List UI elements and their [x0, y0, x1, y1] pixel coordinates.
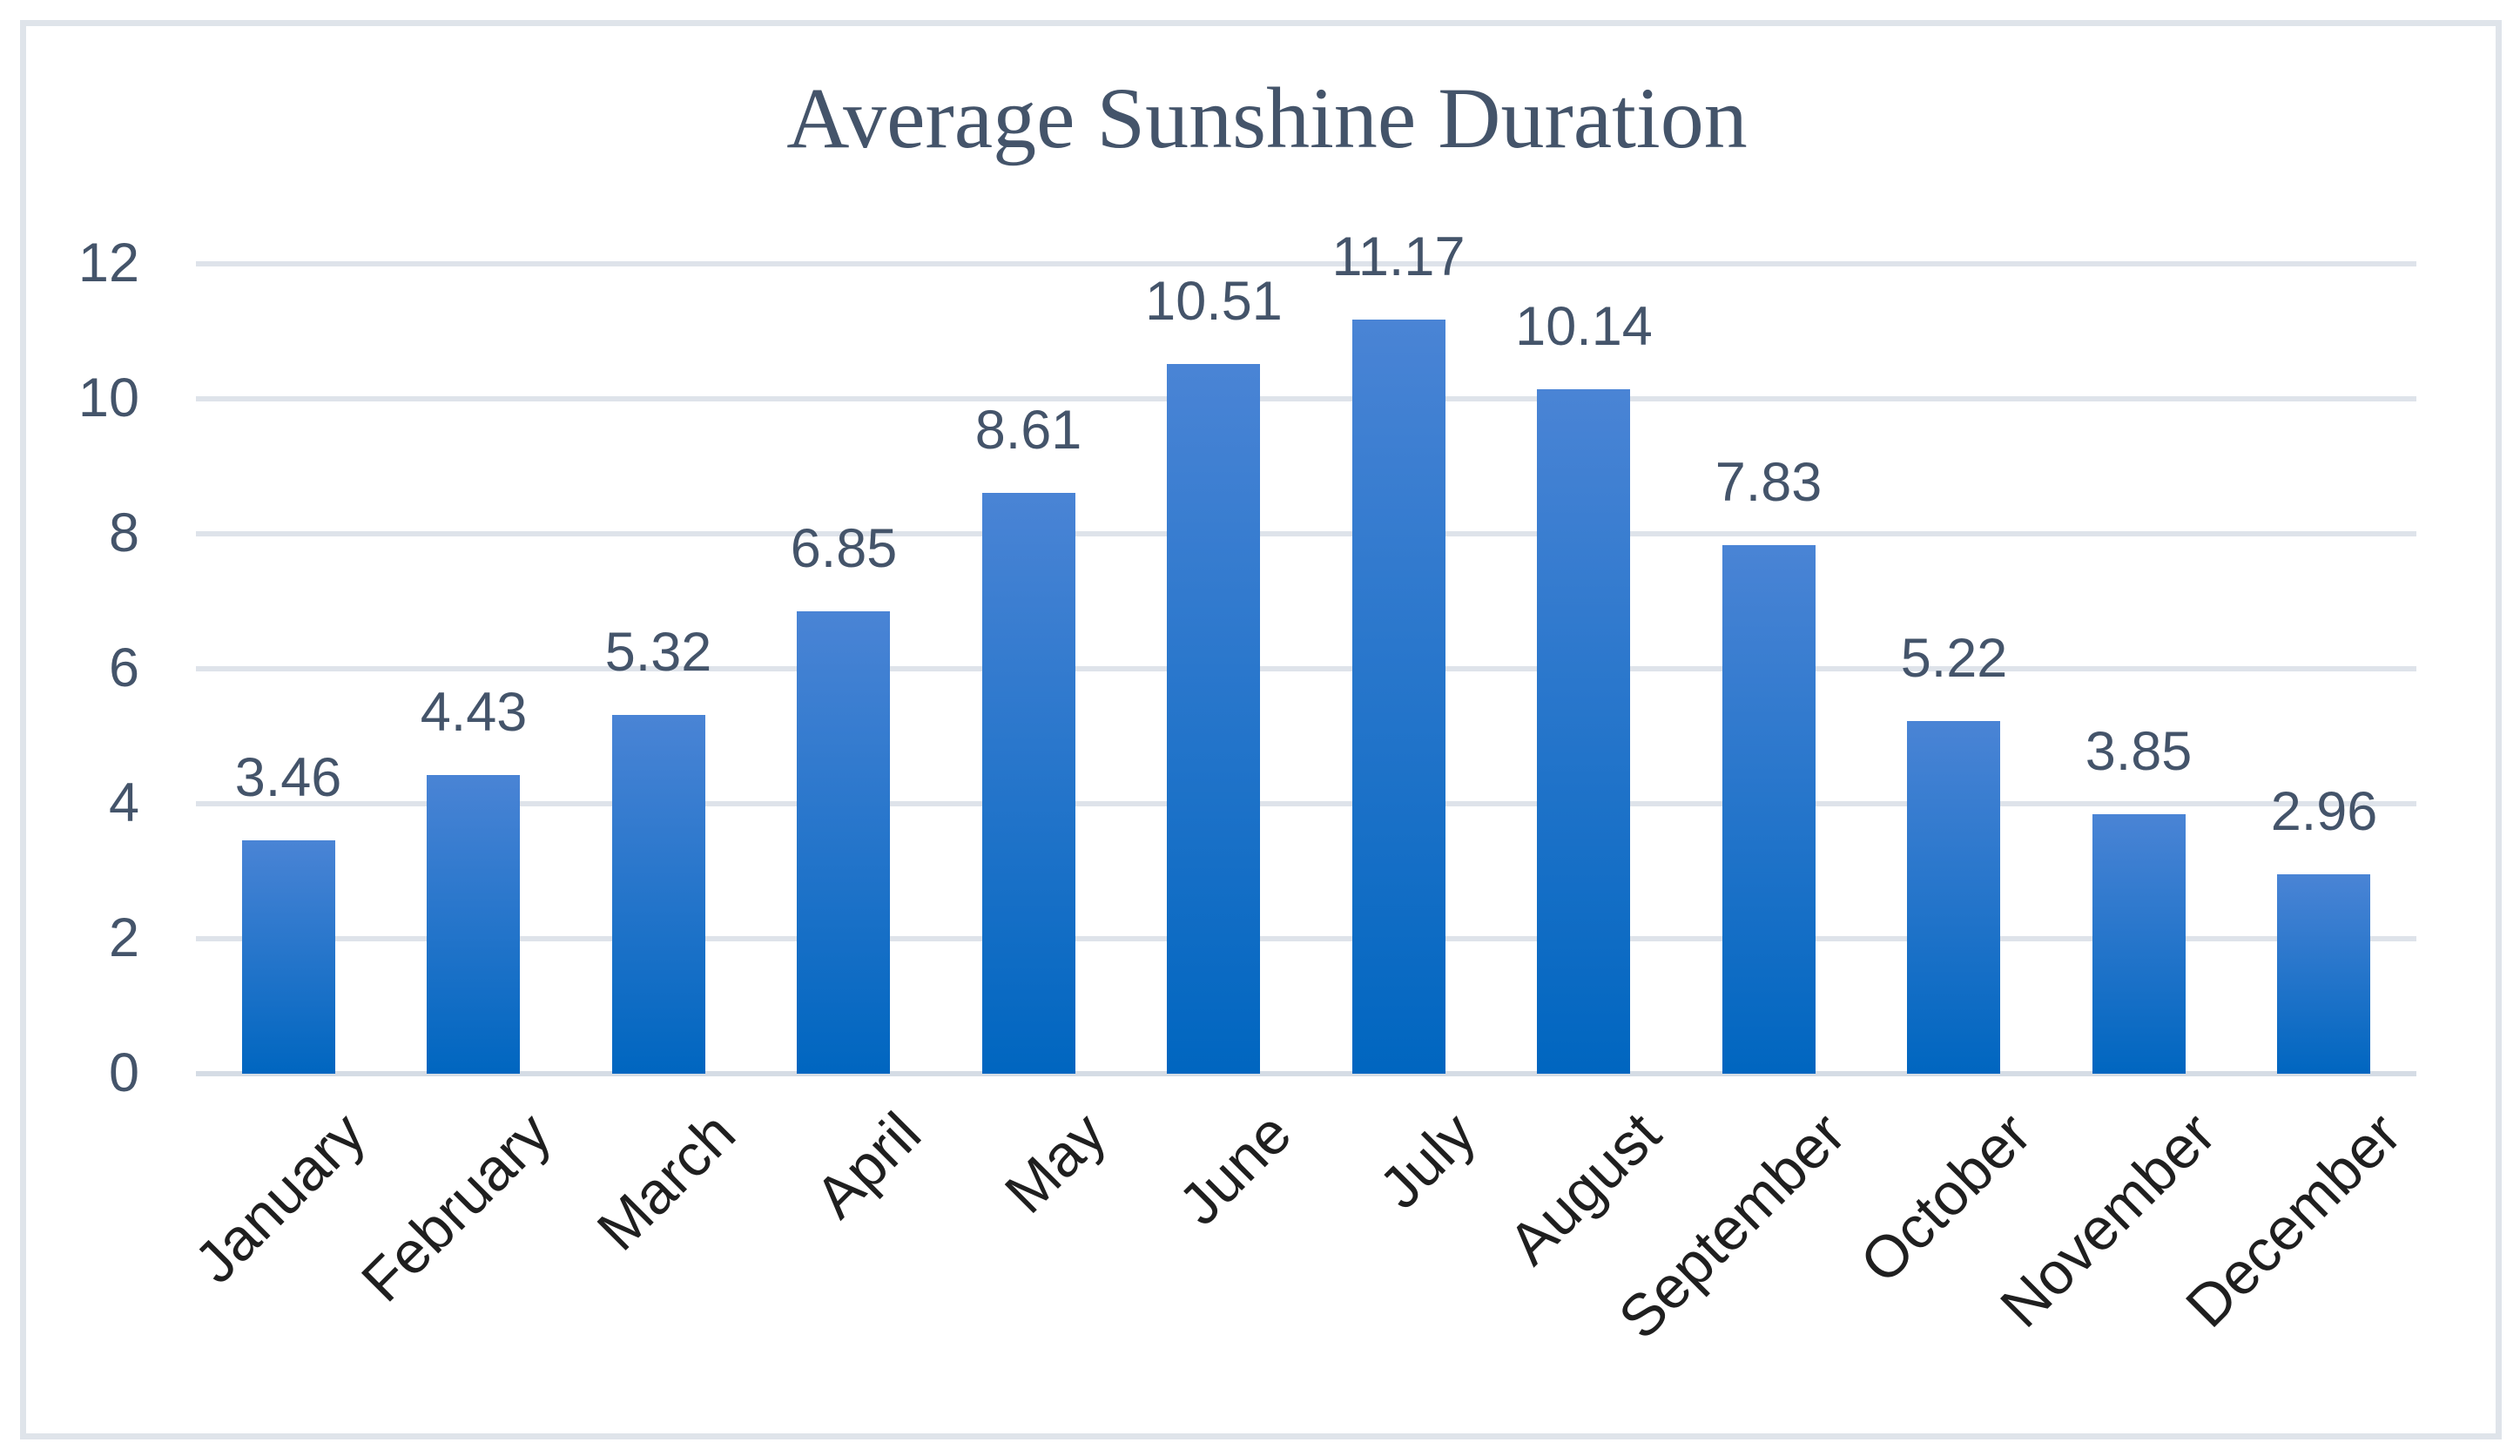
- y-axis-tick-label: 6: [108, 637, 139, 698]
- bar-september: [1722, 545, 1816, 1074]
- y-axis-tick-label: 10: [77, 367, 139, 428]
- bar-value-label-may: 8.61: [974, 400, 1082, 461]
- y-axis-tick-label: 4: [108, 772, 139, 833]
- bar-december: [2277, 874, 2370, 1074]
- bar-value-label-october: 5.22: [1900, 628, 2008, 689]
- bar-value-label-february: 4.43: [420, 682, 528, 743]
- bar-value-label-december: 2.96: [2270, 781, 2378, 842]
- x-axis-label-february: February: [348, 1100, 563, 1315]
- bar-october: [1907, 721, 2000, 1074]
- gridline: [196, 936, 2416, 941]
- bar-july: [1352, 320, 1445, 1074]
- plot-area: [196, 261, 2416, 1076]
- bar-value-label-august: 10.14: [1515, 296, 1653, 357]
- bar-november: [2092, 814, 2186, 1074]
- x-axis-label-january: January: [182, 1100, 378, 1296]
- bar-february: [427, 775, 520, 1074]
- x-axis-label-april: April: [802, 1100, 933, 1231]
- bar-value-label-april: 6.85: [790, 518, 898, 579]
- x-axis-baseline: [196, 1071, 2416, 1076]
- y-axis-tick-label: 8: [108, 502, 139, 563]
- gridline: [196, 531, 2416, 536]
- bar-may: [982, 493, 1075, 1074]
- x-axis-label-june: June: [1165, 1100, 1304, 1238]
- gridline: [196, 396, 2416, 401]
- bar-value-label-september: 7.83: [1715, 452, 1823, 513]
- bar-value-label-july: 11.17: [1331, 226, 1466, 287]
- bar-august: [1537, 389, 1630, 1074]
- bar-june: [1167, 364, 1260, 1074]
- bar-january: [242, 840, 335, 1074]
- y-axis-tick-label: 0: [108, 1042, 139, 1103]
- chart-title: Average Sunshine Duration: [786, 70, 1748, 166]
- y-axis-tick-label: 12: [77, 233, 139, 293]
- bar-value-label-january: 3.46: [234, 747, 342, 808]
- x-axis-label-july: July: [1366, 1100, 1488, 1222]
- y-axis-tick-label: 2: [108, 907, 139, 968]
- bar-value-label-november: 3.85: [2085, 721, 2193, 782]
- gridline: [196, 261, 2416, 266]
- bar-value-label-march: 5.32: [604, 622, 712, 683]
- x-axis-label-october: October: [1848, 1100, 2044, 1296]
- x-axis-label-august: August: [1496, 1100, 1674, 1277]
- x-axis-label-march: March: [584, 1100, 748, 1264]
- x-axis-label-may: May: [992, 1100, 1118, 1226]
- gridline: [196, 801, 2416, 806]
- bar-april: [797, 611, 890, 1074]
- bar-value-label-june: 10.51: [1145, 271, 1283, 332]
- gridline: [196, 666, 2416, 671]
- bar-march: [612, 715, 705, 1074]
